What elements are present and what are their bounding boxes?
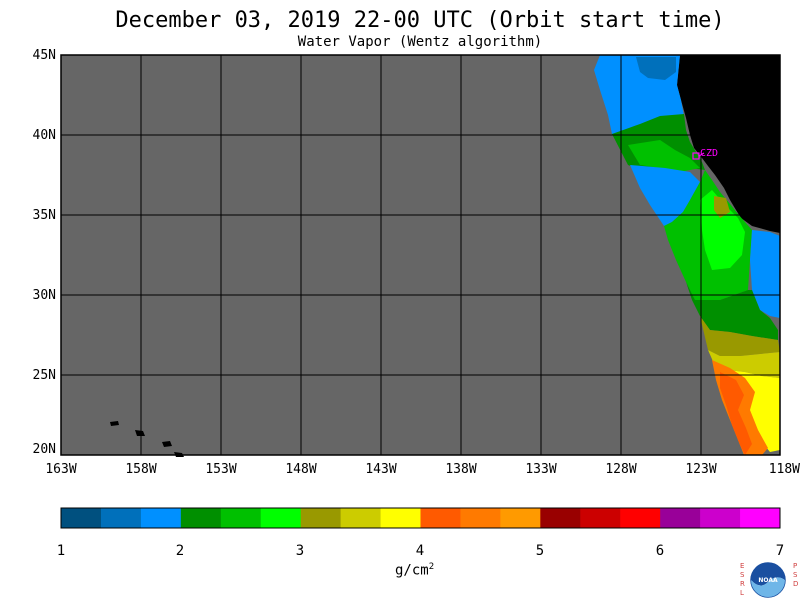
colorbar-tick-2: 2 xyxy=(175,543,185,559)
colorbar-tick-3: 3 xyxy=(295,543,305,559)
lon-label-158w: 158W xyxy=(125,462,157,477)
logo-center-text: NOAA xyxy=(758,577,778,584)
swath-olive-patch xyxy=(714,196,730,218)
swath-darkgreen-south xyxy=(686,282,778,340)
station-label: CZD xyxy=(700,148,718,159)
map-title: December 03, 2019 22-00 UTC (Orbit start… xyxy=(115,8,725,33)
colorbar-segment xyxy=(700,508,741,528)
swath-darkorange-south xyxy=(720,372,752,455)
colorbar-tick-1: 1 xyxy=(56,543,66,559)
lat-label-20n: 20N xyxy=(32,442,56,457)
lon-label-118w: 118W xyxy=(768,462,800,477)
island-oahu xyxy=(135,430,145,436)
colorbar-segment xyxy=(580,508,621,528)
colorbar-segment xyxy=(300,508,342,528)
colorbar-segment xyxy=(260,508,302,528)
colorbar-segment xyxy=(500,508,541,528)
colorbar-segment xyxy=(140,508,182,528)
map-frame xyxy=(60,54,781,456)
colorbar-segment xyxy=(660,508,701,528)
lon-label-133w: 133W xyxy=(525,462,557,477)
swath-brightgreen-central xyxy=(700,190,745,270)
colorbar-segment xyxy=(460,508,501,528)
lon-label-153w: 153W xyxy=(205,462,237,477)
colorbar-tick-7: 7 xyxy=(775,543,785,559)
colorbar-segment xyxy=(540,508,581,528)
lon-label-123w: 123W xyxy=(685,462,717,477)
island-kauai xyxy=(110,421,119,426)
lon-label-128w: 128W xyxy=(605,462,637,477)
swath-lightgreen-north xyxy=(628,140,700,172)
colorbar-tick-4: 4 xyxy=(415,543,425,559)
land-area xyxy=(677,55,780,233)
colorbar-segment xyxy=(220,508,262,528)
station-marker xyxy=(692,152,705,160)
colorbar-units: g/cm2 xyxy=(395,562,435,579)
colorbar-segment xyxy=(420,508,461,528)
colorbar-frame xyxy=(60,507,781,529)
lat-label-30n: 30N xyxy=(32,288,56,303)
swath-darkblue-north xyxy=(636,57,676,80)
lon-label-143w: 143W xyxy=(365,462,397,477)
colorbar-segment xyxy=(340,508,382,528)
lon-label-163w: 163W xyxy=(45,462,77,477)
colorbar-tick-5: 5 xyxy=(535,543,545,559)
colorbar-segment xyxy=(180,508,222,528)
colorbar xyxy=(61,508,781,528)
swath-olive-south xyxy=(700,316,780,356)
lat-label-40n: 40N xyxy=(32,128,56,143)
colorbar-segment xyxy=(620,508,661,528)
colorbar-segment xyxy=(100,508,142,528)
lon-label-138w: 138W xyxy=(445,462,477,477)
colorbar-segment xyxy=(61,508,102,528)
swath-yellowgreen-south xyxy=(708,350,780,378)
colorbar-segment xyxy=(380,508,421,528)
lat-label-25n: 25N xyxy=(32,368,56,383)
lat-label-35n: 35N xyxy=(32,208,56,223)
map-subtitle: Water Vapor (Wentz algorithm) xyxy=(297,34,543,50)
graticule xyxy=(61,55,780,455)
colorbar-tick-6: 6 xyxy=(655,543,665,559)
island-maui xyxy=(162,441,172,447)
lat-label-45n: 45N xyxy=(32,48,56,63)
colorbar-segment xyxy=(740,508,781,528)
swath-blue-central xyxy=(630,165,700,226)
lon-label-148w: 148W xyxy=(285,462,317,477)
swath-blue-east xyxy=(750,230,780,318)
